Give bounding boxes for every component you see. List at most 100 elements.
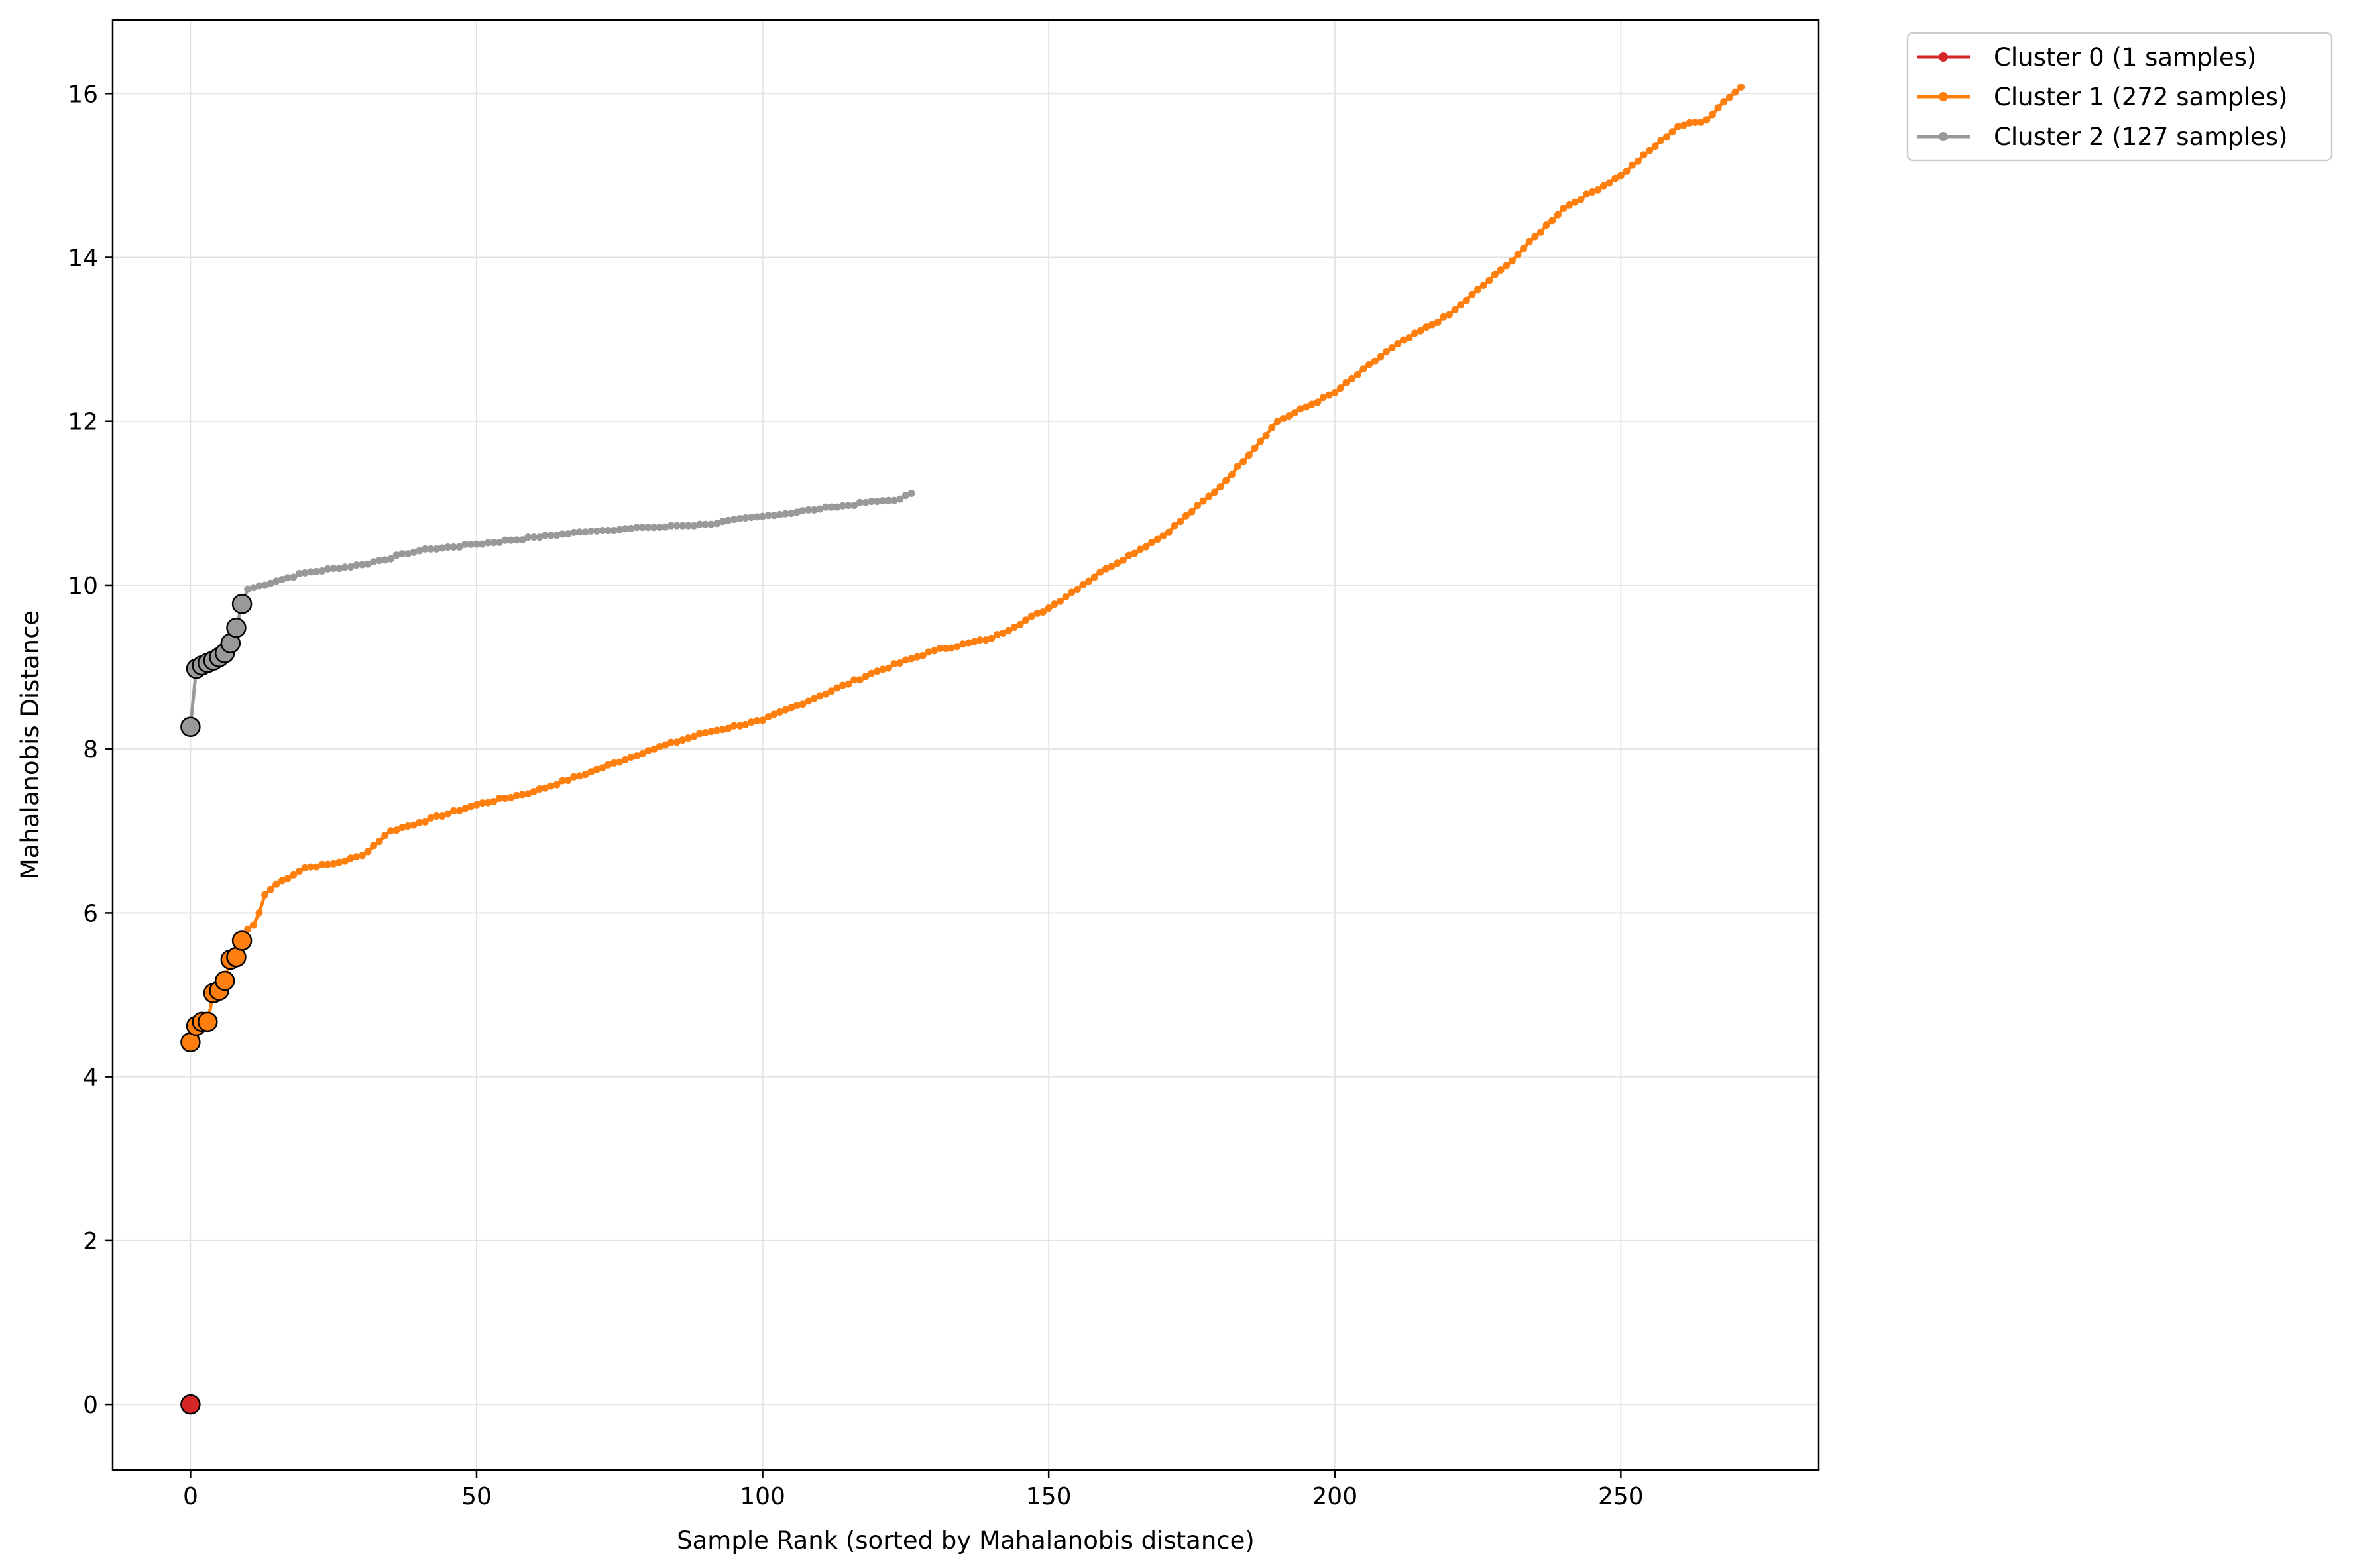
highlight-point [231, 594, 253, 614]
data-point [524, 790, 532, 798]
data-point [1331, 388, 1339, 396]
y-tick-label: 2 [83, 1228, 98, 1255]
data-point [1394, 339, 1402, 347]
highlight-point [231, 930, 253, 951]
data-point [776, 708, 783, 716]
data-point [496, 795, 504, 803]
plot-area [111, 19, 1820, 1471]
data-point [1668, 128, 1676, 136]
legend-marker [1939, 52, 1948, 62]
data-point [696, 730, 704, 738]
data-point [455, 543, 463, 551]
data-point [1262, 431, 1270, 439]
data-point [358, 852, 366, 860]
highlight-point [198, 1011, 218, 1033]
data-point [473, 801, 481, 809]
data-point [1703, 116, 1711, 124]
data-point [1085, 577, 1093, 585]
legend-item: Cluster 2 (127 samples) [1917, 123, 2287, 151]
data-point [290, 871, 298, 879]
data-point [433, 812, 441, 820]
data-point [1531, 233, 1539, 241]
data-point [724, 724, 732, 732]
data-point [1388, 343, 1396, 351]
data-point [1171, 522, 1178, 530]
data-point [1142, 543, 1150, 551]
data-point [656, 523, 663, 531]
data-point [295, 868, 303, 875]
data-point [1434, 318, 1442, 326]
data-point [335, 565, 343, 573]
data-point [1629, 161, 1637, 169]
data-point [1353, 370, 1361, 378]
data-point [1228, 471, 1236, 478]
data-point [284, 875, 292, 883]
data-point [901, 492, 909, 500]
data-point [1371, 357, 1379, 365]
x-tick-label: 250 [1598, 1483, 1644, 1510]
data-point [1090, 573, 1098, 581]
data-point [610, 527, 618, 535]
data-point [753, 716, 761, 724]
data-point [690, 522, 698, 530]
data-point [467, 540, 475, 548]
data-point [244, 925, 252, 933]
data-point [947, 644, 955, 652]
data-point [879, 665, 887, 673]
data-point [1245, 451, 1253, 459]
data-point [255, 582, 263, 590]
data-point [844, 680, 852, 688]
data-point [770, 710, 778, 718]
data-point [553, 781, 561, 789]
data-point [1239, 458, 1247, 466]
data-point [964, 639, 972, 647]
data-point [421, 818, 429, 826]
data-point [318, 860, 326, 868]
y-axis: 0 2 4 6 8 10 12 14 16 [68, 81, 113, 1419]
data-point [644, 524, 652, 532]
data-point [1611, 174, 1619, 182]
data-point [1548, 217, 1556, 225]
data-point [844, 502, 852, 510]
data-point [575, 772, 583, 780]
data-point [381, 556, 389, 564]
data-point [993, 630, 1001, 638]
data-point [261, 581, 269, 589]
data-point [1405, 333, 1413, 341]
data-point [976, 636, 984, 644]
x-tick-label: 150 [1026, 1483, 1072, 1510]
data-point [1096, 568, 1104, 576]
data-point [518, 791, 526, 799]
data-point [896, 659, 904, 667]
data-point [661, 741, 669, 749]
data-point [1662, 133, 1670, 141]
data-point [931, 647, 939, 655]
data-point [1645, 146, 1653, 154]
data-point [1257, 437, 1265, 445]
y-tick-label: 0 [83, 1392, 98, 1419]
data-point [261, 891, 269, 899]
data-point [1399, 336, 1407, 344]
data-point [838, 681, 846, 689]
data-point [392, 551, 400, 559]
data-point [312, 863, 320, 871]
data-point [324, 565, 332, 573]
data-point [1125, 551, 1133, 559]
data-point [868, 498, 876, 506]
y-tick-label: 10 [68, 573, 98, 600]
data-point [667, 738, 675, 746]
data-point [558, 530, 566, 538]
data-point [959, 640, 967, 648]
data-point [530, 787, 538, 795]
data-point [542, 784, 549, 792]
data-point [307, 568, 315, 576]
data-point [907, 655, 915, 663]
data-point [673, 522, 681, 530]
data-point [547, 532, 555, 539]
data-point [329, 860, 337, 868]
x-axis: 0 50 100 150 200 250 [183, 1470, 1644, 1510]
data-point [272, 880, 280, 888]
data-point [358, 561, 366, 569]
data-point [1051, 600, 1059, 608]
data-point [404, 822, 412, 830]
